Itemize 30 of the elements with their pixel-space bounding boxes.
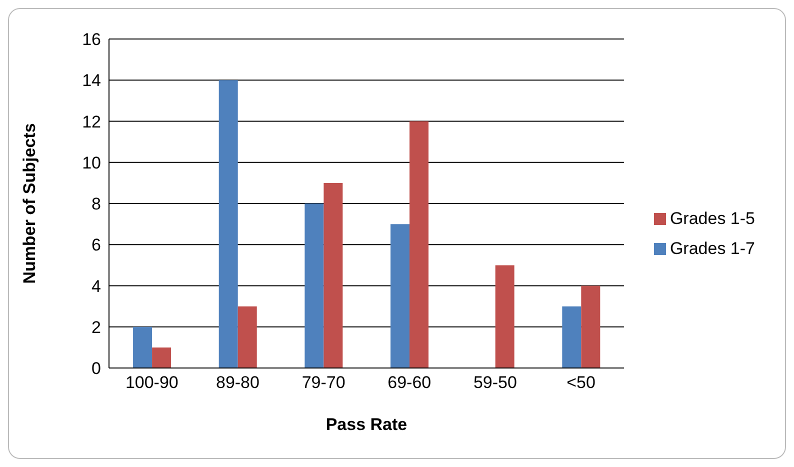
x-tick-label: 69-60 xyxy=(388,373,432,392)
bar xyxy=(324,182,343,368)
x-tick-label: 89-80 xyxy=(216,373,260,392)
y-tick-label: 6 xyxy=(92,236,101,255)
x-tick-label: 59-50 xyxy=(473,373,517,392)
bar xyxy=(562,306,582,368)
y-tick-label: 8 xyxy=(92,194,101,214)
x-tick-label: <50 xyxy=(566,373,596,392)
bar xyxy=(218,80,238,368)
bar xyxy=(304,204,324,368)
bar xyxy=(410,121,429,368)
x-tick-label: 100-90 xyxy=(125,373,178,392)
bar xyxy=(152,347,172,368)
legend-label: Grades 1-5 xyxy=(670,208,755,228)
bar xyxy=(133,326,152,368)
y-tick-label: 12 xyxy=(82,112,101,132)
x-tick-label: 79-70 xyxy=(302,373,346,392)
bar xyxy=(390,224,410,368)
y-tick-label: 2 xyxy=(92,318,101,337)
bar xyxy=(495,265,514,368)
y-tick-label: 14 xyxy=(82,71,101,90)
legend-label: Grades 1-7 xyxy=(670,238,755,258)
bar xyxy=(581,286,600,368)
y-axis-title: Number of Subjects xyxy=(20,123,40,284)
y-tick-label: 4 xyxy=(92,276,101,296)
y-tick-label: 10 xyxy=(82,153,101,172)
y-tick-label: 16 xyxy=(82,30,101,50)
y-tick-label: 0 xyxy=(92,359,101,378)
bar xyxy=(238,306,257,368)
x-axis-title: Pass Rate xyxy=(326,415,408,434)
